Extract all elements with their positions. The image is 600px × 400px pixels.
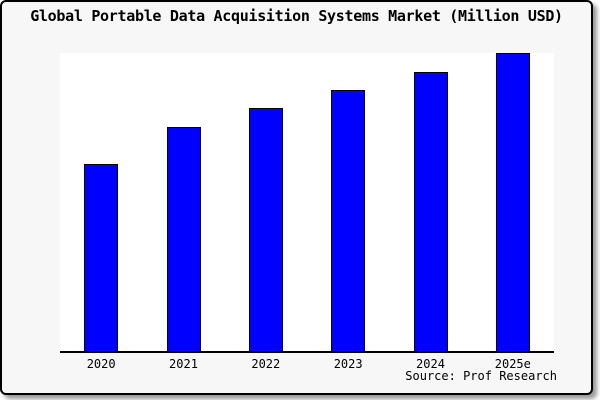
- bar-2023: [331, 90, 366, 351]
- x-axis-labels: 2020 2021 2022 2023 2024 2025e: [60, 357, 554, 372]
- source-credit: Source: Prof Research: [405, 369, 557, 383]
- x-tick-label-2024: 2024: [416, 357, 445, 371]
- x-tick-label-2022: 2022: [251, 357, 281, 371]
- x-tick-label-2023: 2023: [333, 357, 363, 371]
- bar-2020: [84, 164, 119, 351]
- x-tick-label-2021: 2021: [169, 357, 198, 371]
- x-tick-label-2025e: 2025e: [494, 357, 531, 371]
- bar-2021: [166, 127, 201, 351]
- chart-frame: Global Portable Data Acquisition Systems…: [0, 0, 593, 395]
- x-tick-label-2020: 2020: [86, 357, 116, 371]
- bar-2022: [248, 108, 283, 351]
- plot-area: [60, 53, 554, 353]
- chart-title: Global Portable Data Acquisition Systems…: [30, 7, 563, 25]
- bar-2025e: [495, 53, 530, 351]
- bar-2024: [413, 72, 448, 351]
